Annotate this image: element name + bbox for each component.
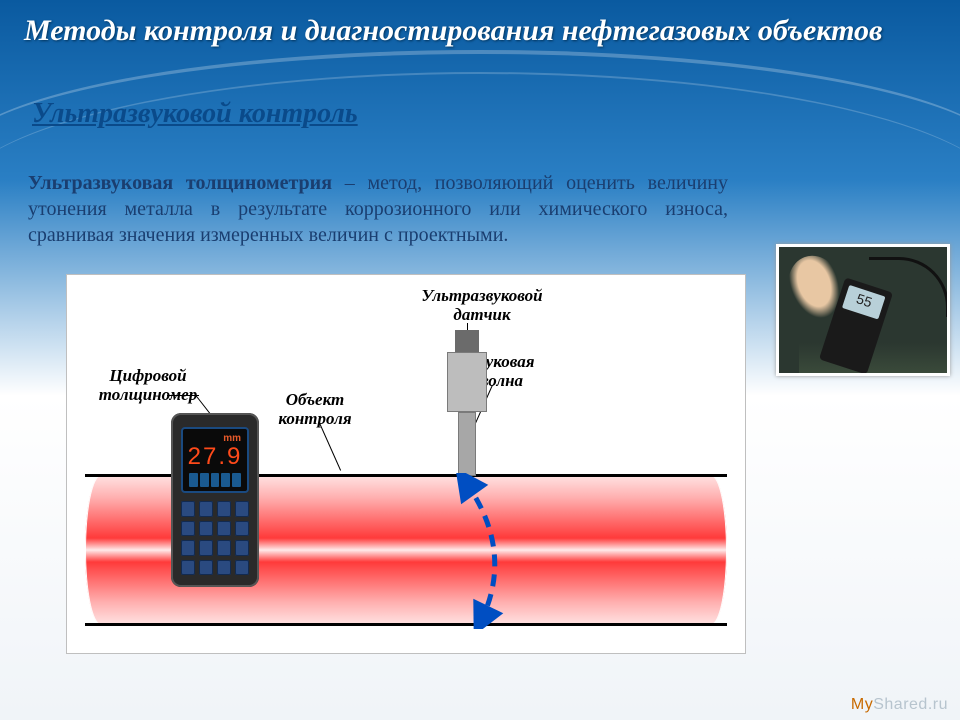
lead-term: Ультразвуковая толщинометрия	[28, 172, 332, 194]
slide-subtitle: Ультразвуковой контроль	[32, 98, 358, 130]
leader-object	[319, 423, 341, 471]
sound-wave-arrow	[435, 473, 525, 629]
diagram-frame: Ультразвуковой датчик Цифровой толщиноме…	[66, 274, 746, 654]
label-digital-meter: Цифровой толщиномер	[73, 367, 223, 404]
slide-title: Методы контроля и диагностирования нефте…	[24, 14, 936, 49]
body-paragraph: Ультразвуковая толщинометрия – метод, по…	[28, 170, 728, 248]
meter-signal-bars	[189, 473, 241, 487]
probe-tip	[455, 330, 479, 352]
watermark-rest: Shared.ru	[873, 696, 948, 713]
digital-thickness-meter: mm 27.9	[171, 413, 259, 587]
probe-body	[447, 352, 487, 412]
watermark-prefix: My	[851, 696, 873, 713]
meter-reading: 27.9	[183, 443, 247, 471]
label-sensor: Ультразвуковой датчик	[397, 287, 567, 324]
probe-shaft	[458, 412, 476, 476]
label-object: Объект контроля	[255, 391, 375, 428]
photo-inset	[776, 244, 950, 376]
watermark: MyShared.ru	[851, 696, 948, 714]
meter-screen: mm 27.9	[181, 427, 249, 493]
meter-keypad	[181, 501, 249, 575]
